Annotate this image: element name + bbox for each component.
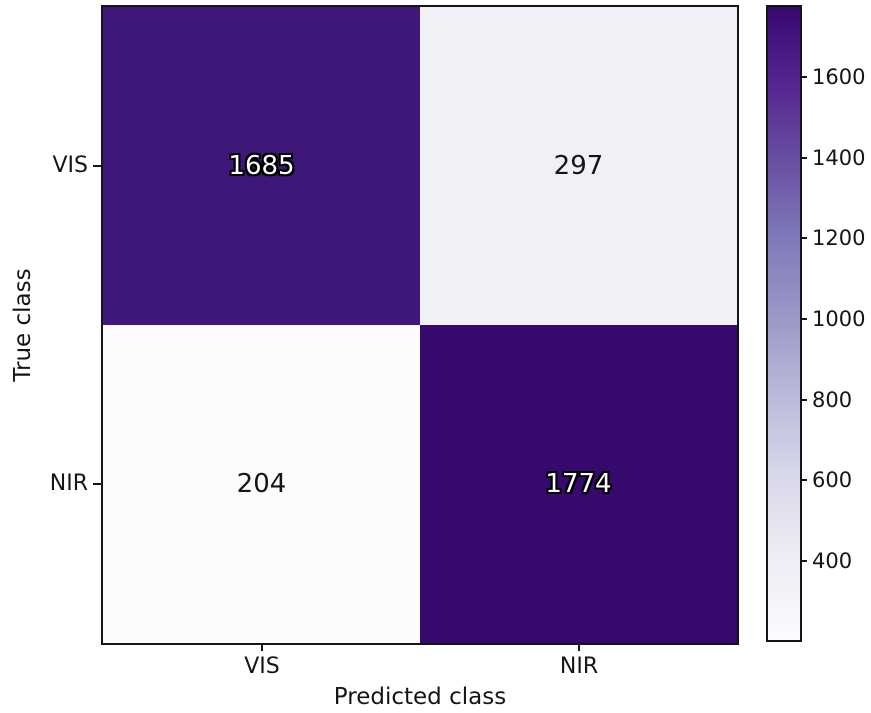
y-tick-label-vis: VIS [52, 153, 88, 178]
heatmap-axes: 1685 297 204 1774 [101, 5, 739, 645]
cell-value: 297 [553, 151, 604, 181]
colorbar-tick-mark [800, 318, 807, 321]
colorbar-tick-label: 1400 [812, 145, 866, 170]
colorbar-tick-mark [800, 398, 807, 401]
colorbar-tick-mark [800, 559, 807, 562]
colorbar-tick-mark [800, 479, 807, 482]
x-tick-label-vis: VIS [244, 654, 280, 679]
y-tick-label-nir: NIR [49, 471, 88, 496]
matrix-cell-true-nir-pred-vis: 204 [103, 325, 420, 643]
colorbar-tick-mark [800, 156, 807, 159]
colorbar-tick-label: 1000 [812, 307, 866, 332]
colorbar-tick-label: 400 [812, 548, 853, 573]
colorbar [766, 5, 802, 642]
colorbar-tick-mark [800, 237, 807, 240]
matrix-cell-true-vis-pred-nir: 297 [420, 7, 737, 325]
matrix-cell-true-nir-pred-nir: 1774 [420, 325, 737, 643]
matrix-cell-true-vis-pred-vis: 1685 [103, 7, 420, 325]
x-axis-tick-mark [261, 643, 263, 651]
cell-value: 204 [236, 469, 287, 499]
cell-value: 1774 [545, 469, 612, 499]
y-axis-tick-mark [93, 483, 101, 485]
x-tick-label-nir: NIR [559, 654, 599, 679]
colorbar-tick-label: 1600 [812, 65, 866, 90]
colorbar-tick-label: 1200 [812, 226, 866, 251]
x-axis-label: Predicted class [333, 684, 507, 710]
colorbar-tick-mark [800, 76, 807, 79]
y-axis-label: True class [10, 268, 36, 382]
x-axis-tick-mark [578, 643, 580, 651]
y-axis-tick-mark [93, 165, 101, 167]
cell-value: 1685 [228, 151, 295, 181]
colorbar-tick-label: 800 [812, 387, 853, 412]
colorbar-tick-label: 600 [812, 468, 853, 493]
